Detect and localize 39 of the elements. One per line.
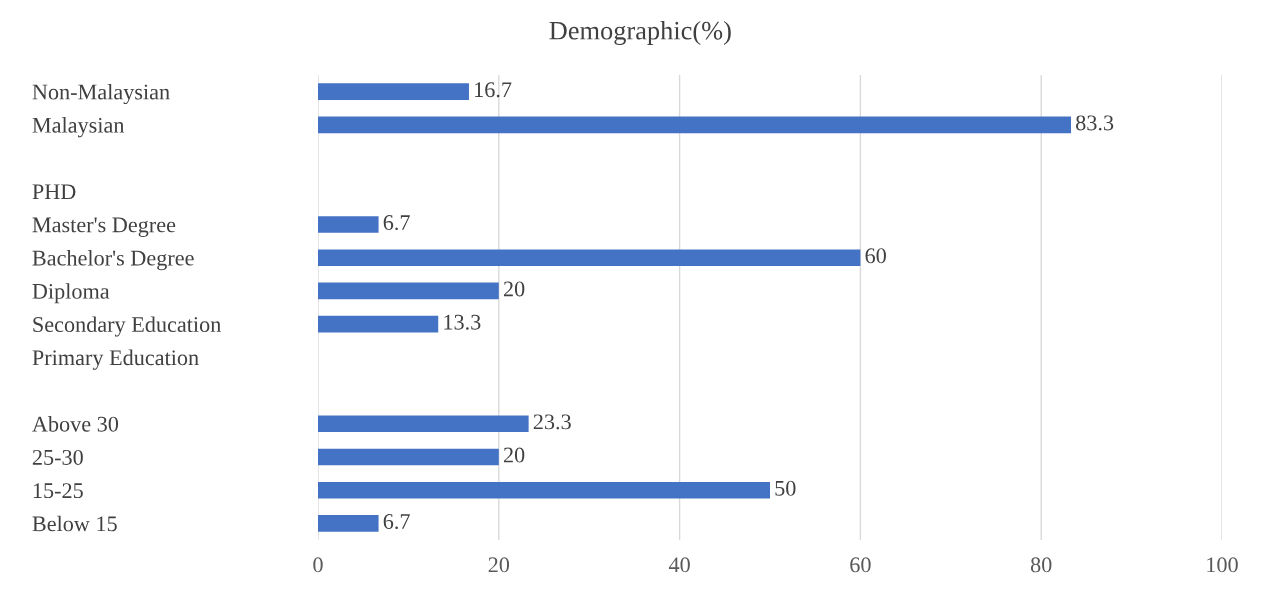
y-tick-label: 15-25 xyxy=(33,483,83,499)
y-tick-label: 25-30 xyxy=(32,449,83,465)
data-label: 20 xyxy=(503,281,525,297)
bar xyxy=(318,448,499,466)
bar xyxy=(318,282,499,300)
x-tick-label: 0 xyxy=(313,557,323,573)
data-label: 83.3 xyxy=(1076,115,1114,131)
y-tick-label: Bachelor's Degree xyxy=(32,249,194,271)
y-tick-label: Master's Degree xyxy=(32,217,176,237)
y-tick-label: Below 15 xyxy=(32,515,117,532)
data-label: 6.7 xyxy=(383,514,410,530)
y-tick-label: PHD xyxy=(32,184,76,200)
bar xyxy=(318,415,529,433)
bar xyxy=(318,83,469,100)
bar xyxy=(318,515,379,532)
x-tick-label: 60 xyxy=(850,557,871,573)
x-tick-label: 20 xyxy=(488,557,510,573)
x-tick-label: 40 xyxy=(668,557,690,573)
x-tick-label: 80 xyxy=(1030,557,1052,573)
data-label: 50 xyxy=(775,480,796,496)
y-tick-label: Primary Education xyxy=(32,349,199,370)
data-label: 16.7 xyxy=(475,82,512,98)
y-tick-label: Above 30 xyxy=(32,416,119,432)
y-tick-label: Non-Malaysian xyxy=(32,83,170,105)
data-label: 6.7 xyxy=(383,215,410,231)
data-label: 20 xyxy=(503,447,525,463)
data-label: 13.3 xyxy=(444,314,481,330)
bar xyxy=(318,116,1072,134)
y-tick-label: Malaysian xyxy=(32,117,125,138)
chart-title: Demographic(%) xyxy=(549,21,731,45)
x-tick-label: 100 xyxy=(1207,557,1238,573)
bar xyxy=(318,481,770,499)
bar xyxy=(318,315,439,333)
data-label: 23.3 xyxy=(533,414,571,430)
data-label: 60 xyxy=(865,248,886,264)
bar xyxy=(318,216,379,233)
y-tick-label: Diploma xyxy=(32,283,110,304)
y-tick-label: Secondary Education xyxy=(33,316,221,337)
bar xyxy=(318,249,861,266)
